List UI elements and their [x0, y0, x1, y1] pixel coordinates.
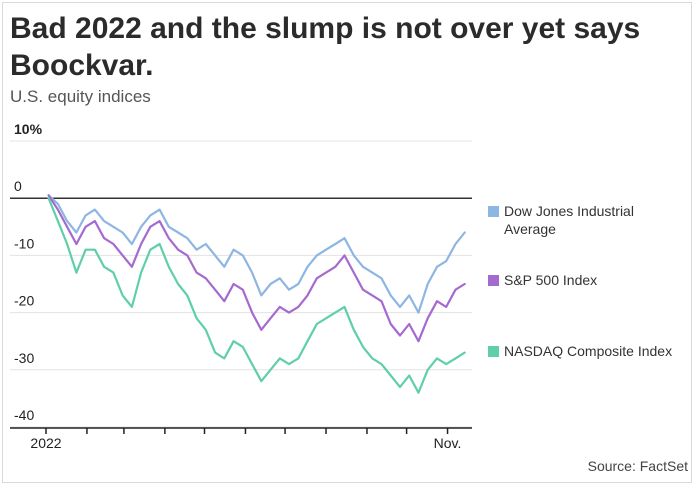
x-tick-label: 2022 — [30, 435, 61, 451]
y-tick-label: -30 — [14, 350, 34, 366]
legend-swatch — [488, 346, 499, 357]
chart-subtitle: U.S. equity indices — [10, 87, 151, 106]
legend-label: NASDAQ Composite Index — [504, 343, 672, 359]
legend-label: Dow Jones Industrial Average — [504, 203, 634, 237]
chart-frame — [2, 2, 692, 483]
y-tick-label: 0 — [14, 178, 22, 194]
source-note: Source: FactSet — [587, 458, 688, 474]
series-line-1 — [47, 194, 466, 314]
y-tick-label: -20 — [14, 293, 34, 309]
y-tick-label: -10 — [14, 235, 34, 251]
chart-title: Bad 2022 and the slump is not over yet s… — [10, 12, 641, 82]
legend-label: S&P 500 Index — [504, 272, 597, 288]
legend-swatch — [488, 206, 499, 217]
x-tick-label: Nov. — [434, 435, 462, 451]
legend-swatch — [488, 275, 499, 286]
series-line-2 — [47, 194, 466, 343]
y-tick-label: 10% — [14, 121, 43, 137]
series-line-3 — [47, 197, 466, 394]
y-tick-label: -40 — [14, 407, 34, 423]
